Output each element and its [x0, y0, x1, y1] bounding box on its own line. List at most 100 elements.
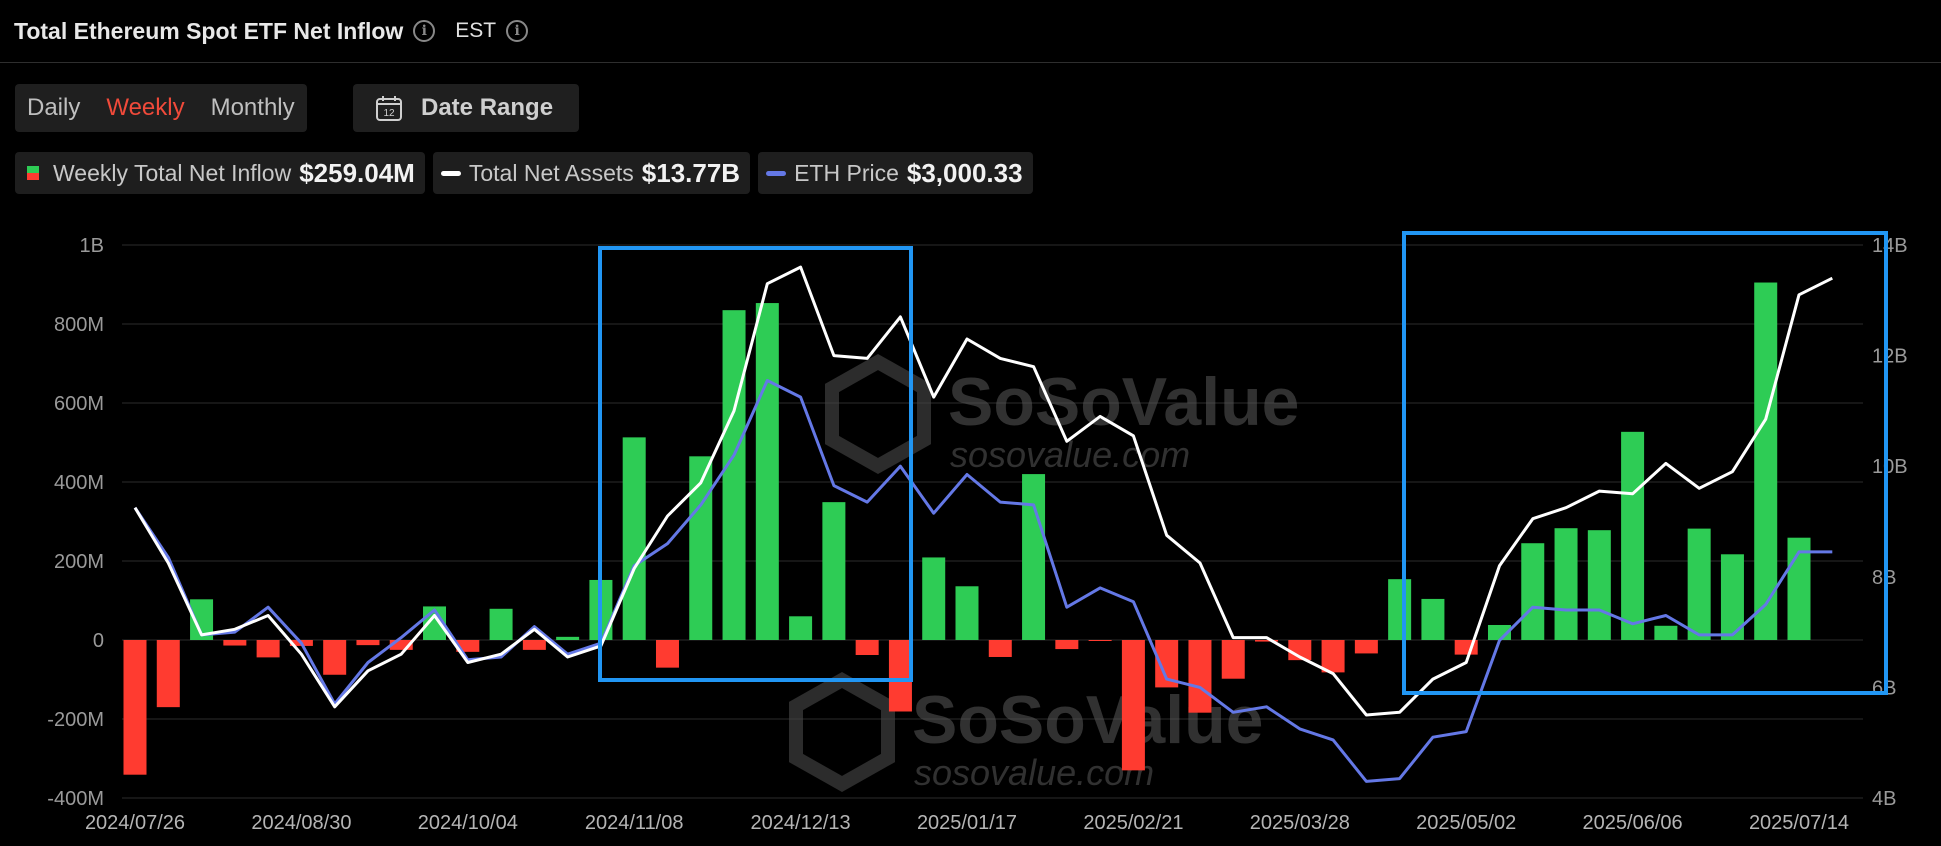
bar: [1587, 530, 1611, 640]
x-tick-label: 2024/11/08: [585, 812, 684, 834]
tab-monthly[interactable]: Monthly: [210, 94, 295, 121]
x-tick-label: 2025/07/14: [1749, 812, 1849, 834]
date-range-button[interactable]: 12 Date Range: [353, 84, 579, 132]
bar: [1121, 640, 1145, 771]
bar: [1055, 640, 1079, 650]
header-divider: [0, 62, 1941, 63]
x-tick-label: 2024/12/13: [751, 812, 851, 834]
y-tick-label-left: 400M: [54, 472, 104, 494]
bar: [1354, 640, 1378, 654]
highlight-box-1: [598, 246, 913, 682]
bar: [1421, 598, 1445, 640]
y-tick-label-left: 600M: [54, 393, 104, 415]
y-tick-label-right: 10B: [1872, 456, 1908, 478]
bar: [755, 303, 779, 640]
bar: [1088, 640, 1112, 641]
timezone-label: EST: [455, 19, 497, 42]
x-tick-label: 2025/02/21: [1083, 812, 1183, 834]
bar: [223, 640, 247, 646]
bar: [190, 599, 214, 640]
tab-daily[interactable]: Daily: [27, 94, 81, 121]
bar: [1022, 474, 1046, 640]
bar: [1720, 554, 1744, 640]
calendar-icon-text: 12: [383, 108, 395, 119]
x-tick-label: 2025/05/02: [1416, 812, 1516, 834]
y-tick-label-left: -200M: [47, 709, 104, 731]
price-swatch: [766, 170, 787, 176]
bar: [1388, 579, 1412, 640]
tab-weekly[interactable]: Weekly: [106, 94, 185, 121]
legend-inflow[interactable]: Weekly Total Net Inflow $259.04M: [15, 152, 425, 194]
bar: [689, 456, 713, 640]
watermark-brand: SoSoValue: [948, 364, 1299, 440]
bar: [789, 616, 813, 640]
bar: [556, 636, 580, 640]
bar: [1754, 282, 1778, 640]
bar: [888, 640, 912, 712]
x-tick-label: 2024/07/26: [85, 812, 185, 834]
x-tick-label: 2025/03/28: [1250, 812, 1350, 834]
watermark-logo-icon: [789, 671, 895, 793]
legend-assets-value: $13.77B: [641, 157, 741, 188]
bar: [988, 640, 1012, 657]
bar: [123, 640, 147, 775]
legend: Weekly Total Net Inflow $259.04M Total N…: [15, 152, 1033, 194]
bar: [522, 640, 546, 650]
legend-inflow-value: $259.04M: [299, 157, 415, 188]
assets-swatch: [440, 170, 461, 176]
bar: [1255, 640, 1279, 642]
legend-inflow-name: Weekly Total Net Inflow: [53, 159, 292, 186]
y-tick-label-right: 14B: [1872, 235, 1908, 257]
x-tick-label: 2025/06/06: [1583, 812, 1683, 834]
y-tick-label-left: -400M: [47, 788, 104, 810]
bar: [722, 310, 746, 640]
bar: [822, 502, 846, 640]
y-tick-label-left: 800M: [54, 314, 104, 336]
bar: [1654, 625, 1678, 640]
x-tick-label: 2025/01/17: [917, 812, 1017, 834]
bar: [1554, 528, 1578, 640]
x-tick-label: 2024/08/30: [251, 812, 351, 834]
watermark-url: sosovalue.com: [950, 434, 1190, 475]
bar: [1621, 431, 1645, 640]
inflow-swatch: [27, 166, 39, 180]
bar: [855, 640, 879, 656]
bar: [323, 640, 347, 675]
legend-price[interactable]: ETH Price $3,000.33: [758, 152, 1033, 194]
total-net-assets-line: [133, 265, 1833, 717]
timezone-info-icon[interactable]: i: [506, 20, 529, 42]
bar: [456, 640, 480, 652]
bar: [1155, 640, 1179, 688]
watermark-logo-icon: [825, 353, 931, 475]
y-tick-label-right: 12B: [1872, 346, 1908, 368]
legend-price-name: ETH Price: [794, 159, 899, 186]
legend-assets[interactable]: Total Net Assets $13.77B: [432, 152, 751, 194]
watermark-url: sosovalue.com: [914, 752, 1154, 793]
period-selector: Daily Weekly Monthly: [15, 84, 307, 132]
bar: [1221, 640, 1245, 679]
bar: [655, 640, 679, 668]
bar: [1521, 543, 1545, 640]
bar: [1188, 640, 1212, 713]
bar: [356, 640, 380, 646]
bar: [622, 437, 646, 640]
bar: [922, 557, 946, 640]
bar: [955, 586, 979, 640]
title-row: Total Ethereum Spot ETF Net Inflow i EST…: [14, 14, 529, 48]
y-tick-label-left: 0: [93, 630, 104, 652]
y-tick-label-left: 200M: [54, 551, 104, 573]
x-tick-label: 2024/10/04: [418, 812, 518, 834]
bar: [489, 608, 513, 640]
y-tick-label-left: 1B: [80, 235, 104, 257]
y-tick-label-right: 4B: [1872, 788, 1896, 810]
bar: [256, 640, 280, 658]
bar: [1321, 640, 1345, 673]
bar: [389, 640, 413, 650]
legend-price-value: $3,000.33: [906, 157, 1023, 188]
calendar-icon: 12: [376, 96, 402, 121]
bar: [1687, 528, 1711, 640]
highlight-box-2: [1402, 231, 1888, 695]
info-icon[interactable]: i: [413, 20, 436, 42]
